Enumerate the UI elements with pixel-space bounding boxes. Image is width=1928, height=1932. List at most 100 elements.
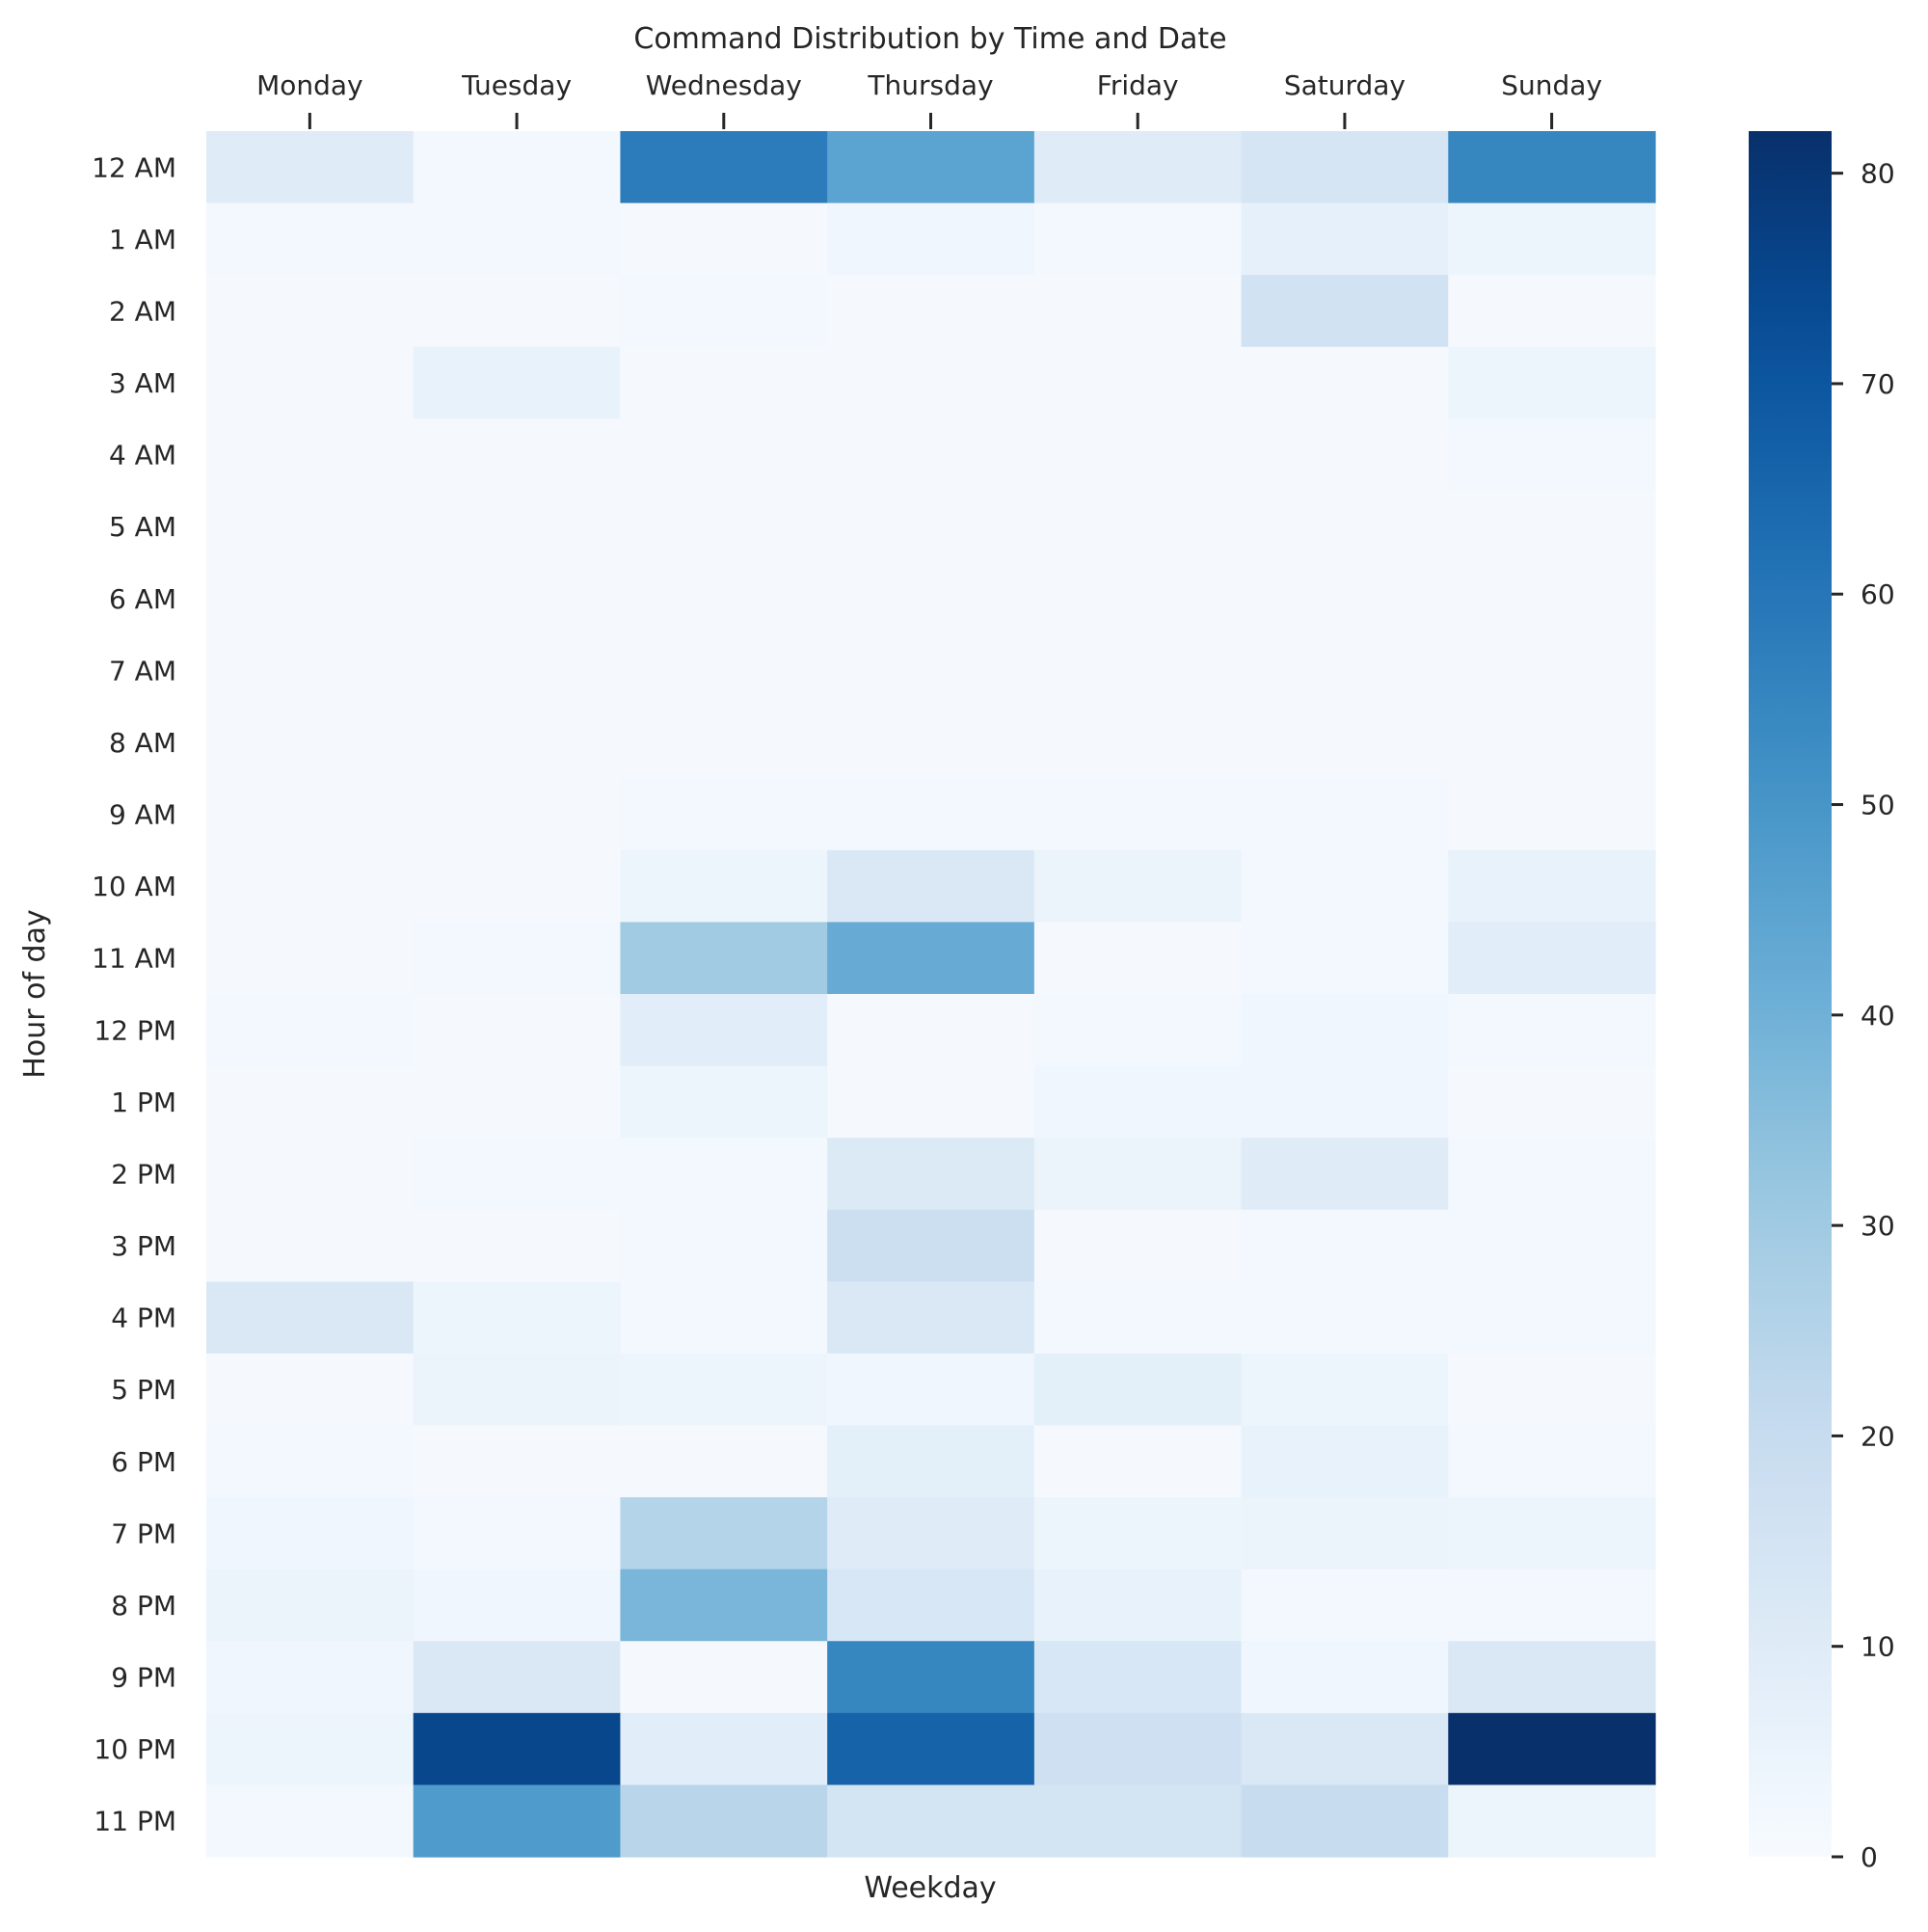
heatmap-cell [413, 1712, 622, 1786]
heatmap-cell [1033, 778, 1243, 851]
y-tick-label: 1 AM [109, 224, 176, 255]
heatmap-cell [827, 1353, 1035, 1427]
heatmap-cell [620, 1353, 828, 1427]
heatmap-cell [620, 131, 828, 204]
heatmap-cell [1448, 849, 1656, 924]
y-tick-label: 8 AM [109, 727, 176, 759]
heatmap-cell [413, 1425, 622, 1498]
heatmap-cell [206, 1569, 415, 1642]
y-tick-label: 10 AM [92, 871, 176, 902]
heatmap-cell [413, 1065, 622, 1139]
y-tick-label: 7 AM [109, 655, 176, 686]
heatmap-cell [1448, 1353, 1656, 1427]
heatmap-cell [620, 706, 828, 779]
x-tick-label: Sunday [1501, 69, 1602, 101]
y-tick-label: 9 PM [111, 1662, 176, 1694]
heatmap-cell [206, 1641, 415, 1714]
heatmap-cell [206, 1138, 415, 1211]
heatmap-cell [1033, 922, 1243, 995]
y-tick-label: 2 AM [109, 295, 176, 327]
heatmap-cell [620, 922, 828, 995]
heatmap-cell [1448, 1065, 1656, 1139]
colorbar-tick-label: 10 [1861, 1631, 1895, 1663]
y-tick-label: 11 AM [92, 943, 176, 975]
heatmap-cell [1448, 634, 1656, 708]
heatmap-cell [206, 778, 415, 851]
heatmap-cell [1241, 490, 1449, 564]
heatmap-cell [1448, 1569, 1656, 1642]
x-axis-label: Weekday [864, 1871, 996, 1905]
heatmap-cell [1448, 1209, 1656, 1282]
heatmap-cell [206, 1712, 415, 1786]
heatmap-cell [1033, 562, 1243, 635]
y-tick-label: 10 PM [94, 1733, 176, 1765]
heatmap-cell [827, 202, 1035, 276]
heatmap-cell [413, 922, 622, 995]
heatmap-cell [1241, 418, 1449, 492]
heatmap-cell [413, 994, 622, 1067]
colorbar-tick-label: 40 [1861, 1000, 1895, 1032]
heatmap-cell [1448, 346, 1656, 419]
heatmap-cell [1241, 1569, 1449, 1642]
heatmap-cell [1033, 490, 1243, 564]
y-tick-label: 11 PM [94, 1806, 176, 1838]
heatmap-cell [206, 634, 415, 708]
heatmap-cell [1033, 1712, 1243, 1786]
y-tick-label: 12 PM [94, 1014, 176, 1046]
heatmap-cell [206, 131, 415, 204]
heatmap-cell [827, 1065, 1035, 1139]
heatmap-cell [1448, 562, 1656, 635]
heatmap-cell [1241, 1784, 1449, 1858]
heatmap-cell [1033, 418, 1243, 492]
heatmap-cell [206, 562, 415, 635]
heatmap-cell [413, 202, 622, 276]
heatmap-cell [620, 490, 828, 564]
heatmap-cell [413, 1281, 622, 1355]
heatmap-cell [620, 634, 828, 708]
heatmap-cell [620, 1712, 828, 1786]
heatmap-cell [413, 346, 622, 419]
colorbar [1749, 131, 1832, 1857]
heatmap-cell [1241, 849, 1449, 924]
colorbar-tick-label: 50 [1861, 790, 1895, 821]
heatmap-cell [206, 1353, 415, 1427]
heatmap-cell [827, 275, 1035, 348]
heatmap-cell [413, 562, 622, 635]
heatmap-cell [206, 1425, 415, 1498]
heatmap-cell [1448, 1784, 1656, 1858]
heatmap-cell [620, 562, 828, 635]
heatmap-cell [1241, 1353, 1449, 1427]
y-tick-label: 3 PM [111, 1230, 176, 1262]
y-tick-label: 4 AM [109, 440, 176, 471]
heatmap-cell [1033, 1209, 1243, 1282]
heatmap-cell [1241, 1281, 1449, 1355]
heatmap-cell [1241, 1138, 1449, 1211]
heatmap-cell [827, 634, 1035, 708]
heatmap-cell [827, 778, 1035, 851]
heatmap-cell [620, 1281, 828, 1355]
heatmap-cell [413, 778, 622, 851]
heatmap-cell [1448, 1425, 1656, 1498]
x-tick-label: Tuesday [461, 69, 572, 101]
heatmap-cell [1033, 131, 1243, 204]
heatmap-cell [1241, 346, 1449, 419]
heatmap-cell [413, 131, 622, 204]
heatmap-cell [827, 346, 1035, 419]
heatmap-cell [206, 202, 415, 276]
heatmap-cell [206, 922, 415, 995]
heatmap-cell [1241, 562, 1449, 635]
heatmap-cell [620, 778, 828, 851]
heatmap-cell [1241, 1712, 1449, 1786]
heatmap-cell [206, 994, 415, 1067]
heatmap-cell [827, 1569, 1035, 1642]
colorbar-tick-label: 0 [1861, 1841, 1878, 1873]
heatmap-cell [206, 706, 415, 779]
heatmap-cell [1033, 706, 1243, 779]
heatmap-cell [827, 1712, 1035, 1786]
heatmap-cell [620, 994, 828, 1067]
heatmap-cell [413, 418, 622, 492]
y-tick-label: 1 PM [111, 1087, 176, 1118]
heatmap-cell [413, 1209, 622, 1282]
heatmap-cell [206, 1497, 415, 1570]
